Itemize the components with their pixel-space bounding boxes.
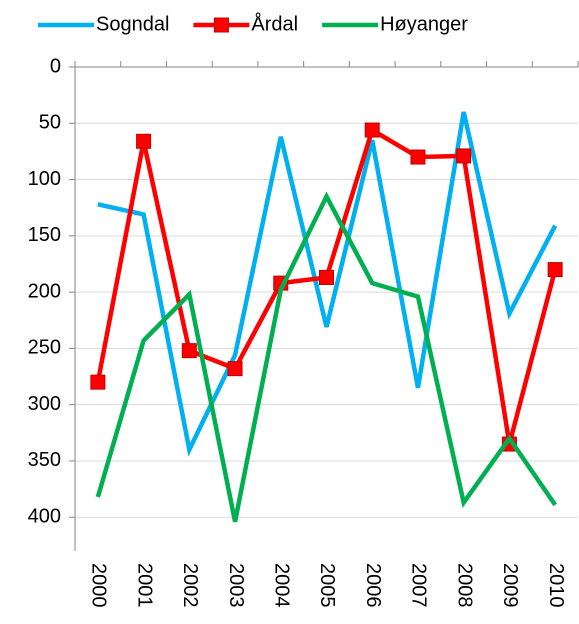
x-tick-label: 2003: [225, 563, 247, 608]
x-tick-label: 2002: [179, 563, 201, 608]
y-tick-label: 100: [28, 168, 61, 190]
y-tick-label: 400: [28, 506, 61, 528]
x-tick-label: 2009: [499, 563, 521, 608]
legend-label: Høyanger: [380, 13, 468, 35]
series-line: [97, 111, 558, 457]
x-tick-label: 2000: [88, 563, 110, 608]
series-line: [95, 126, 558, 445]
data-point: [227, 361, 243, 377]
series-line: [95, 191, 557, 523]
data-point: [136, 133, 152, 149]
data-point: [410, 149, 426, 165]
legend-label: Sogndal: [96, 13, 169, 35]
x-tick-label: 2001: [133, 563, 155, 608]
x-tick-label: 2010: [545, 563, 567, 608]
data-point: [547, 262, 563, 278]
y-tick-label: 300: [28, 393, 61, 415]
x-tick-label: 2008: [453, 563, 475, 608]
x-tick-label: 2007: [408, 563, 430, 608]
x-tick-label: 2005: [316, 563, 338, 608]
legend-label: Årdal: [251, 12, 298, 35]
y-tick-label: 150: [28, 224, 61, 246]
data-point: [181, 343, 197, 359]
legend-marker: [213, 17, 229, 33]
y-tick-label: 250: [28, 337, 61, 359]
data-point: [319, 269, 334, 285]
x-tick-label: 2004: [270, 563, 292, 608]
y-tick-label: 350: [28, 449, 61, 471]
data-point: [90, 374, 106, 390]
data-point: [364, 122, 380, 138]
y-tick-label: 0: [50, 55, 61, 77]
y-tick-label: 50: [39, 112, 61, 134]
data-point: [456, 148, 472, 164]
x-tick-label: 2006: [362, 563, 384, 608]
y-tick-label: 200: [28, 280, 61, 302]
